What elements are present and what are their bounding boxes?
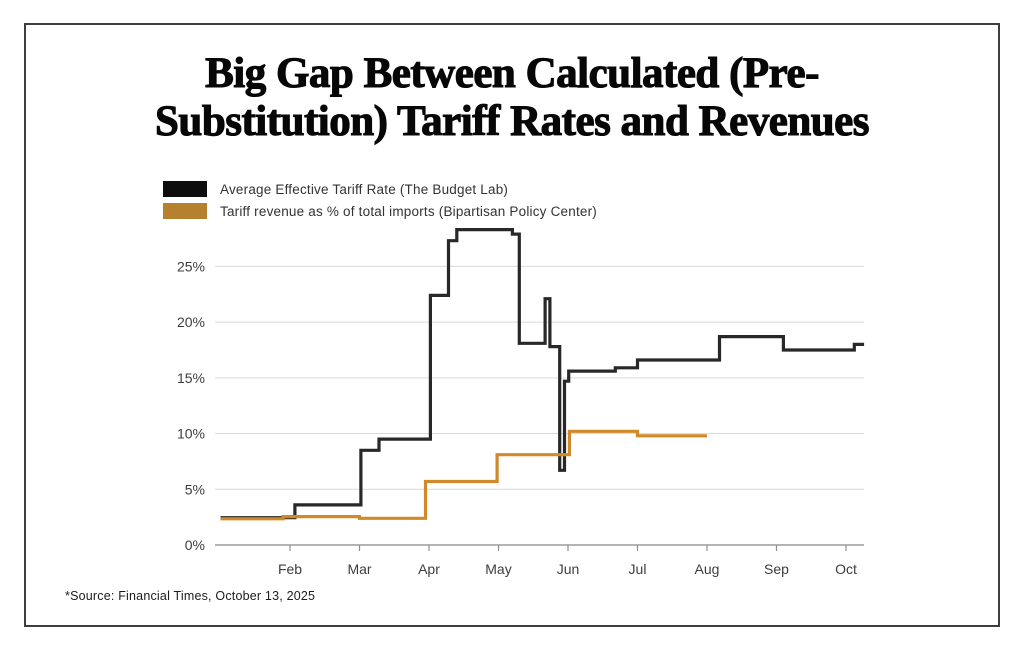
series-line-aetr [220, 228, 865, 520]
chart-title-line1: Big Gap Between Calculated (Pre- [205, 49, 820, 97]
revenue-legend-swatch [163, 203, 207, 219]
y-tick-label: 0% [185, 537, 205, 553]
y-tick-label: 20% [177, 314, 205, 330]
x-tick-label: Jul [629, 561, 647, 577]
x-tick-label: Oct [835, 561, 857, 577]
y-tick-label: 5% [185, 481, 205, 497]
x-tick-label: Sep [764, 561, 789, 577]
y-tick-label: 15% [177, 370, 205, 386]
chart-title-line2: Substitution) Tariff Rates and Revenues [154, 98, 870, 146]
y-tick-label: 25% [177, 258, 205, 274]
aetr-legend-swatch [163, 181, 207, 197]
legend-item-aetr: Average Effective Tariff Rate (The Budge… [163, 181, 597, 197]
x-tick-label: May [485, 561, 511, 577]
x-tick-label: Aug [695, 561, 720, 577]
revenue-legend-label: Tariff revenue as % of total imports (Bi… [220, 203, 598, 219]
source-note: *Source: Financial Times, October 13, 20… [65, 589, 316, 603]
aetr-legend-label: Average Effective Tariff Rate (The Budge… [220, 181, 509, 197]
x-tick-label: Apr [418, 561, 440, 577]
legend-item-revenue: Tariff revenue as % of total imports (Bi… [163, 203, 597, 219]
y-tick-label: 10% [177, 426, 205, 442]
chart-frame-border [24, 23, 1000, 627]
x-tick-label: Mar [347, 561, 371, 577]
series-line-revenue [220, 429, 707, 521]
chart-title: Big Gap Between Calculated (Pre- Substit… [30, 49, 994, 146]
x-tick-label: Feb [278, 561, 302, 577]
legend: Average Effective Tariff Rate (The Budge… [163, 181, 597, 225]
x-tick-label: Jun [557, 561, 580, 577]
